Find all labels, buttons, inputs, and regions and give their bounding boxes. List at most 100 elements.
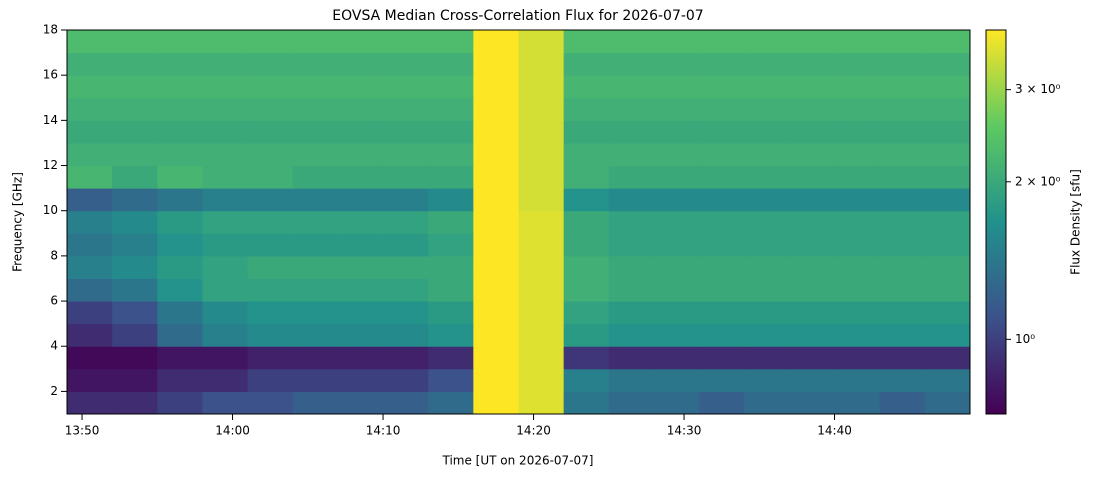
heatmap-cell [473,165,519,189]
heatmap-cell [834,30,881,54]
heatmap-cell [247,97,294,121]
heatmap-cell [383,210,429,234]
heatmap-cell [924,142,970,167]
heatmap-cell [744,210,790,234]
heatmap-cell [383,233,429,257]
heatmap-cell [112,165,158,189]
heatmap-cell [879,255,926,279]
heatmap-cell [518,323,565,347]
heatmap-cell [157,323,203,347]
heatmap-cell [834,210,881,234]
heatmap-cell [518,233,565,257]
heatmap-cell [789,52,836,76]
heatmap-cell [608,346,655,370]
heatmap-cell [744,233,790,257]
heatmap-cell [292,346,339,370]
heatmap-cell [699,97,745,121]
heatmap-cell [653,142,700,167]
heatmap-cell [337,120,384,144]
x-tick-label: 14:40 [817,424,852,438]
heatmap-cell [563,346,610,370]
heatmap-cell [473,278,519,302]
heatmap-cell [202,278,249,302]
heatmap-cell [879,120,926,144]
heatmap-cell [924,391,970,414]
heatmap-cell [112,52,158,76]
heatmap-cell [247,30,294,54]
heatmap-cell [834,346,881,370]
heatmap-cell [473,233,519,257]
heatmap-cell [789,142,836,167]
heatmap-cell [383,278,429,302]
heatmap-cell [112,142,158,167]
heatmap-cell [428,301,474,325]
y-tick-label: 12 [43,158,58,172]
heatmap-cell [653,188,700,212]
heatmap-cell [653,346,700,370]
heatmap-cell [518,165,565,189]
heatmap-cell [67,233,113,257]
x-tick-label: 14:30 [667,424,702,438]
x-axis-label: Time [UT on 2026-07-07] [442,454,594,468]
heatmap-cell [428,97,474,121]
heatmap-cell [67,142,113,167]
heatmap-cell [924,188,970,212]
colorbar-label: Flux Density [sfu] [1069,169,1083,275]
heatmap-cell [879,165,926,189]
heatmap-cell [563,278,610,302]
heatmap-cell [518,30,565,54]
heatmap-cell [112,120,158,144]
heatmap-cell [789,30,836,54]
heatmap-cell [383,75,429,99]
heatmap-cell [699,120,745,144]
heatmap-cell [608,368,655,392]
y-tick-label: 14 [43,113,58,127]
heatmap-cell [112,30,158,54]
heatmap-cell [157,233,203,257]
heatmap-cell [202,75,249,99]
heatmap-cell [292,301,339,325]
colorbar-tick-label: 3 × 10⁰ [1015,82,1061,96]
heatmap-cell [428,142,474,167]
heatmap-cell [699,368,745,392]
heatmap-cell [518,75,565,99]
heatmap-cell [653,255,700,279]
heatmap-cell [834,233,881,257]
heatmap-cell [834,301,881,325]
heatmap-cell [518,188,565,212]
heatmap-cell [157,188,203,212]
heatmap-cell [744,30,790,54]
heatmap-cell [518,142,565,167]
heatmap-cell [157,142,203,167]
heatmap-cell [157,301,203,325]
heatmap-cell [202,120,249,144]
heatmap-cell [292,97,339,121]
heatmap-cell [112,391,158,414]
x-tick-label: 14:20 [516,424,551,438]
heatmap-cell [608,97,655,121]
heatmap-cell [202,233,249,257]
heatmap-cell [383,323,429,347]
heatmap-cell [157,30,203,54]
heatmap-cell [473,52,519,76]
heatmap-cell [337,142,384,167]
heatmap-cell [653,233,700,257]
heatmap-cell [247,210,294,234]
y-tick-label: 10 [43,203,58,217]
heatmap-cell [699,165,745,189]
colorbar [985,29,1007,415]
heatmap-cell [383,52,429,76]
heatmap-cell [112,323,158,347]
heatmap-cell [608,75,655,99]
heatmap-cell [879,210,926,234]
heatmap-cell [67,210,113,234]
heatmap [67,30,970,414]
heatmap-cell [473,30,519,54]
heatmap-cell [924,75,970,99]
heatmap-cell [67,97,113,121]
heatmap-cell [292,323,339,347]
heatmap-cell [292,368,339,392]
heatmap-cell [879,142,926,167]
heatmap-cell [473,323,519,347]
